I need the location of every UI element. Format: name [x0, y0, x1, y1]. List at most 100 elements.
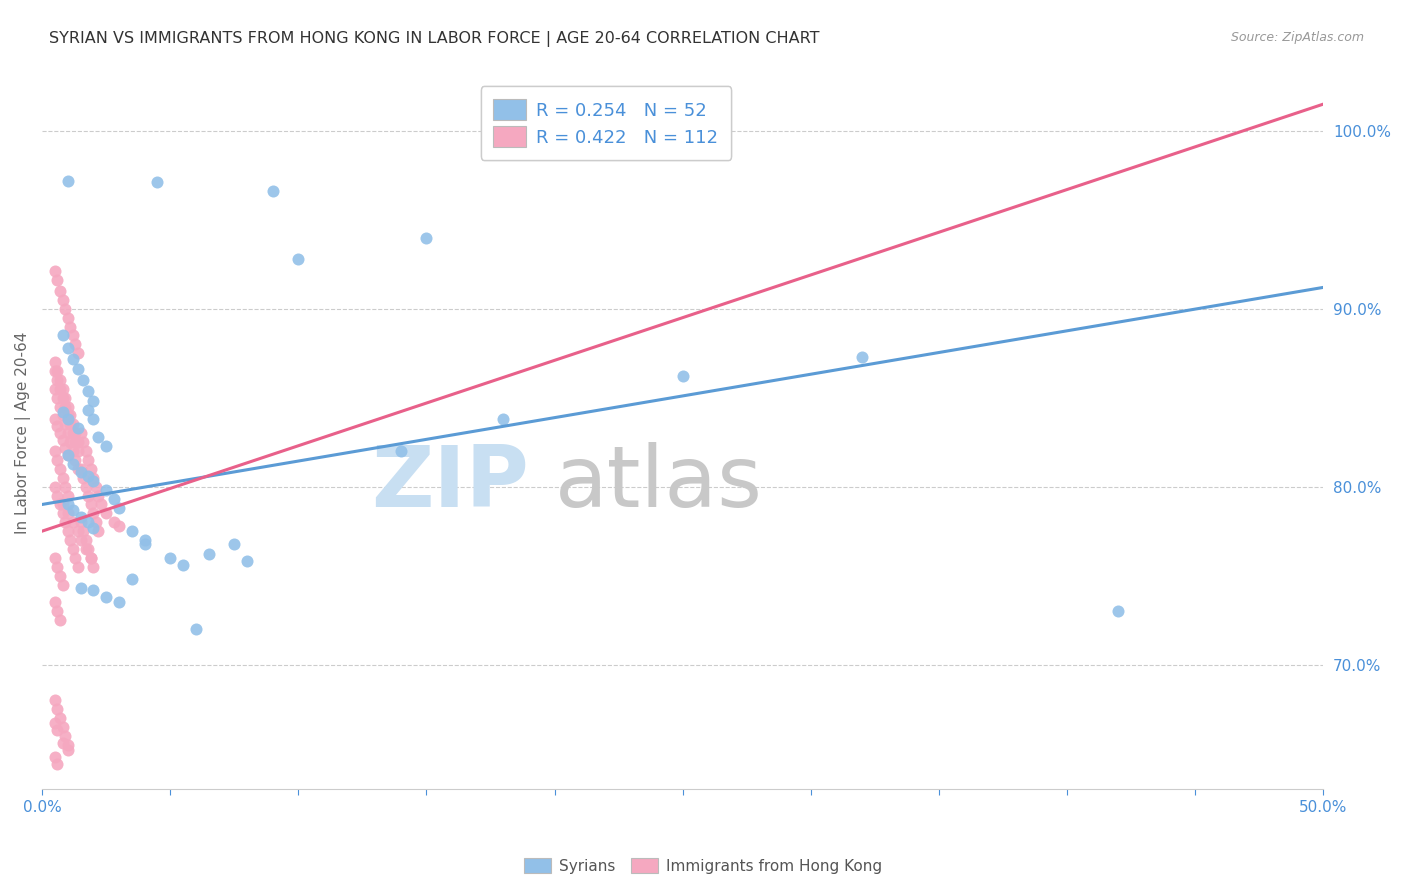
Point [44, 444, 66, 458]
Point [44, 364, 66, 378]
Text: ZIP: ZIP [371, 442, 529, 524]
Point [52, 736, 75, 750]
Point [62, 417, 84, 432]
Point [236, 554, 259, 568]
Point [62, 503, 84, 517]
Point [46, 604, 69, 618]
Point [80, 498, 103, 512]
Point [96, 590, 118, 604]
Point [56, 448, 79, 462]
Point [56, 174, 79, 188]
Point [66, 362, 89, 376]
Point [52, 391, 75, 405]
Point [44, 595, 66, 609]
Point [66, 559, 89, 574]
Point [103, 492, 125, 507]
Point [53, 391, 76, 405]
Point [69, 462, 91, 476]
Point [77, 469, 100, 483]
Point [108, 518, 131, 533]
Point [82, 520, 104, 534]
Point [65, 337, 87, 351]
Point [108, 501, 131, 516]
Point [56, 738, 79, 752]
Point [672, 369, 695, 384]
Point [69, 581, 91, 595]
Point [46, 391, 69, 405]
Point [72, 435, 94, 450]
Point [69, 510, 91, 524]
Point [69, 515, 91, 529]
Point [52, 293, 75, 307]
Point [52, 507, 75, 521]
Point [56, 489, 79, 503]
Point [69, 426, 91, 441]
Point [46, 723, 69, 738]
Point [90, 498, 112, 512]
Point [49, 284, 72, 298]
Point [389, 444, 412, 458]
Point [56, 507, 79, 521]
Point [262, 184, 284, 198]
Point [72, 471, 94, 485]
Point [56, 310, 79, 325]
Point [65, 426, 87, 441]
Point [56, 426, 79, 441]
Point [49, 462, 72, 476]
Text: Source: ZipAtlas.com: Source: ZipAtlas.com [1230, 31, 1364, 45]
Point [62, 457, 84, 471]
Point [66, 346, 89, 360]
Point [44, 382, 66, 396]
Point [44, 355, 66, 369]
Point [69, 533, 91, 547]
Point [44, 480, 66, 494]
Point [62, 444, 84, 458]
Point [75, 444, 97, 458]
Point [59, 409, 82, 423]
Point [84, 480, 107, 494]
Point [52, 405, 75, 419]
Point [44, 264, 66, 278]
Point [77, 453, 100, 467]
Legend: Syrians, Immigrants from Hong Kong: Syrians, Immigrants from Hong Kong [517, 852, 889, 880]
Point [49, 426, 72, 441]
Point [65, 435, 87, 450]
Point [77, 515, 100, 529]
Point [49, 711, 72, 725]
Point [46, 453, 69, 467]
Point [62, 541, 84, 556]
Point [146, 176, 169, 190]
Point [53, 480, 76, 494]
Point [44, 550, 66, 565]
Point [53, 400, 76, 414]
Point [62, 515, 84, 529]
Point [56, 409, 79, 423]
Point [52, 434, 75, 448]
Point [56, 448, 79, 462]
Point [77, 384, 100, 398]
Point [80, 550, 103, 565]
Point [66, 421, 89, 435]
Point [72, 524, 94, 538]
Point [44, 412, 66, 426]
Point [62, 328, 84, 343]
Point [197, 547, 219, 561]
Point [49, 373, 72, 387]
Point [49, 568, 72, 582]
Point [159, 550, 181, 565]
Point [59, 435, 82, 450]
Point [66, 435, 89, 450]
Y-axis label: In Labor Force | Age 20-64: In Labor Force | Age 20-64 [15, 332, 31, 534]
Point [46, 702, 69, 716]
Point [59, 417, 82, 432]
Point [62, 426, 84, 441]
Point [75, 541, 97, 556]
Point [46, 757, 69, 772]
Point [44, 716, 66, 731]
Point [49, 382, 72, 396]
Point [56, 341, 79, 355]
Point [59, 533, 82, 547]
Text: atlas: atlas [554, 442, 762, 524]
Point [53, 515, 76, 529]
Point [82, 559, 104, 574]
